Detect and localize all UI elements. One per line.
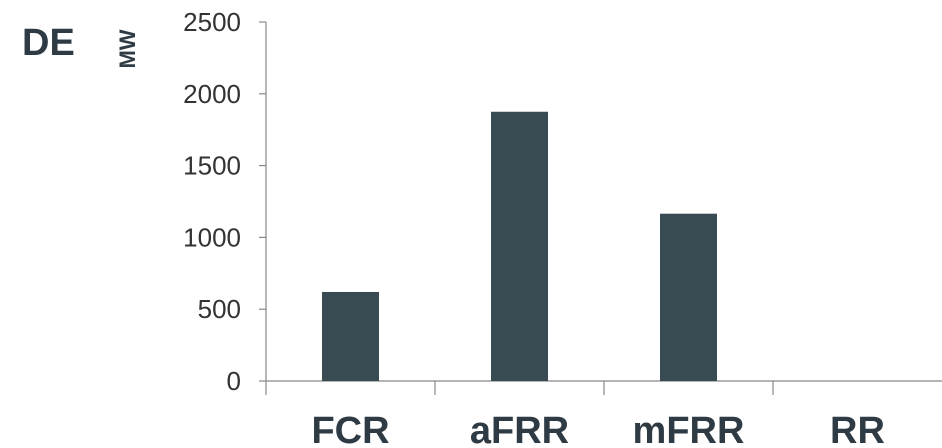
y-tick-label: 500 — [198, 294, 241, 324]
chart-title: DE — [22, 22, 75, 64]
y-tick-label: 2000 — [183, 79, 241, 109]
y-tick-label: 1500 — [183, 151, 241, 181]
category-label-mfrr: mFRR — [633, 410, 745, 448]
y-tick-label: 2500 — [183, 7, 241, 37]
category-label-afrr: aFRR — [470, 410, 569, 448]
y-tick-label: 0 — [227, 366, 241, 396]
bar-afrr — [491, 111, 548, 381]
bar-mfrr — [660, 213, 717, 381]
y-tick-label: 1000 — [183, 222, 241, 252]
bar-fcr — [322, 291, 379, 381]
category-label-rr: RR — [830, 410, 885, 448]
category-label-fcr: FCR — [311, 410, 389, 448]
